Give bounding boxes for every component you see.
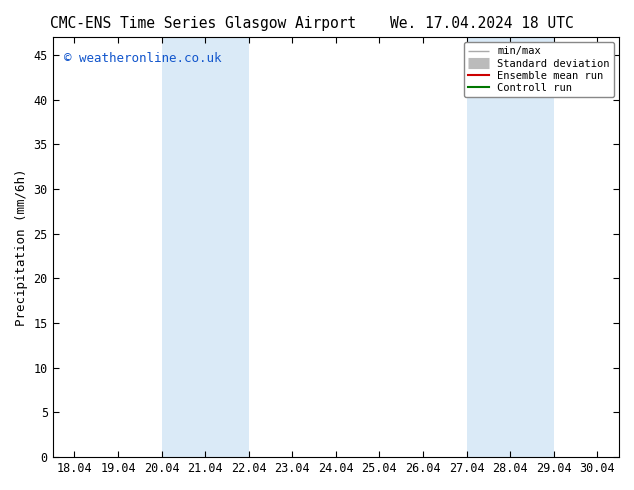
Bar xyxy=(162,37,249,457)
Text: CMC-ENS Time Series Glasgow Airport: CMC-ENS Time Series Glasgow Airport xyxy=(49,16,356,31)
Text: © weatheronline.co.uk: © weatheronline.co.uk xyxy=(64,52,221,65)
Y-axis label: Precipitation (mm/6h): Precipitation (mm/6h) xyxy=(15,169,28,326)
Legend: min/max, Standard deviation, Ensemble mean run, Controll run: min/max, Standard deviation, Ensemble me… xyxy=(464,42,614,97)
Text: We. 17.04.2024 18 UTC: We. 17.04.2024 18 UTC xyxy=(390,16,574,31)
Bar xyxy=(467,37,553,457)
